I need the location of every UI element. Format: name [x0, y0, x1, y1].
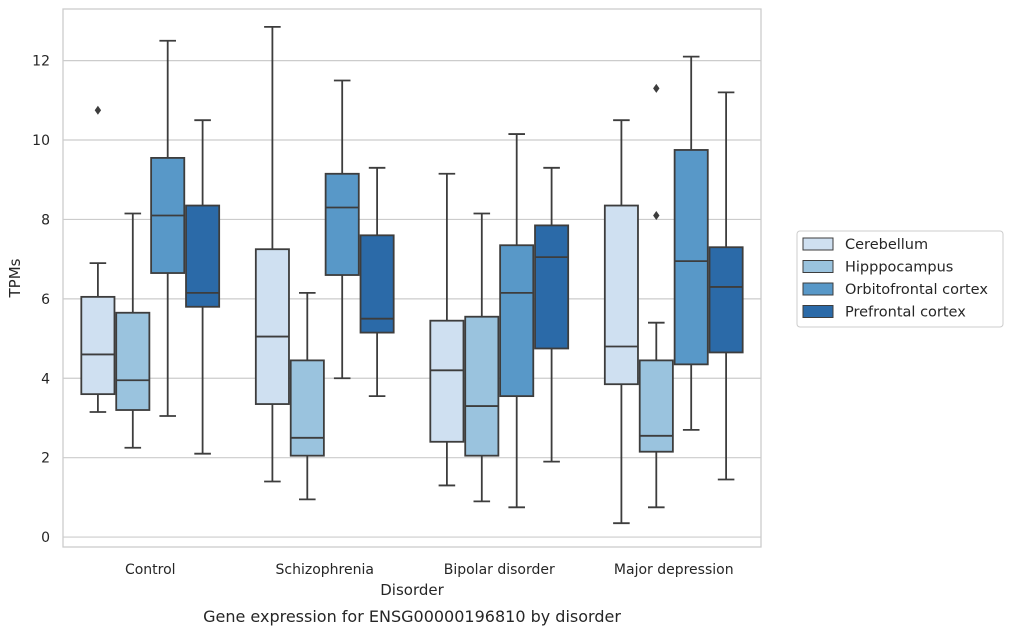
legend-swatch	[802, 237, 834, 251]
legend-label: Prefrontal cortex	[845, 305, 966, 321]
box-orbitofrontal-cortex	[324, 79, 360, 380]
y-tick-labels: 0 2 4 6 8 10 12	[32, 54, 50, 546]
box-orbitofrontal-cortex	[499, 133, 535, 509]
box-hipppocampus	[289, 291, 325, 501]
iqr-box	[254, 248, 290, 405]
box-cerebellum	[80, 105, 116, 413]
iqr-box	[673, 149, 709, 366]
y-tick-label: 0	[41, 530, 50, 546]
box-cerebellum	[429, 172, 465, 487]
box-cerebellum	[254, 25, 290, 483]
iqr-box	[185, 204, 221, 308]
iqr-box	[324, 172, 360, 276]
iqr-box	[638, 359, 674, 453]
box-prefrontal-cortex	[359, 166, 395, 398]
box-layer	[80, 25, 744, 525]
legend-frame	[796, 230, 1004, 328]
iqr-box	[708, 246, 744, 354]
x-tick-label: Bipolar disorder	[444, 562, 555, 578]
x-tick-label: Schizophrenia	[276, 562, 374, 578]
iqr-box	[603, 204, 639, 386]
iqr-box	[534, 224, 570, 350]
x-tick-label: Control	[125, 562, 176, 578]
outlier-point	[653, 83, 660, 93]
chart-caption: Gene expression for ENSG00000196810 by d…	[203, 607, 621, 626]
legend-swatch	[802, 282, 834, 296]
y-tick-label: 10	[32, 133, 50, 149]
y-tick-label: 4	[41, 371, 50, 387]
box-orbitofrontal-cortex	[150, 39, 186, 417]
box-hipppocampus	[464, 212, 500, 503]
y-tick-label: 6	[41, 292, 50, 308]
box-prefrontal-cortex	[185, 119, 221, 455]
legend-swatch	[802, 260, 834, 273]
outlier-point	[94, 105, 102, 115]
iqr-box	[499, 244, 535, 398]
y-tick-label: 12	[32, 54, 50, 70]
iqr-box	[359, 234, 395, 334]
iqr-box	[80, 295, 116, 396]
iqr-box	[429, 319, 465, 443]
box-hipppocampus	[638, 83, 674, 509]
legend-label: Hipppocampus	[845, 260, 953, 276]
iqr-box	[115, 311, 151, 411]
box-hipppocampus	[115, 212, 151, 449]
y-tick-label: 8	[41, 212, 50, 228]
box-orbitofrontal-cortex	[673, 55, 709, 431]
legend-label: Orbitofrontal cortex	[845, 282, 988, 298]
x-tick-labels: Control Schizophrenia Bipolar disorder Majo…	[125, 562, 734, 578]
box-prefrontal-cortex	[708, 91, 744, 481]
x-tick-label: Major depression	[614, 562, 734, 578]
iqr-box	[289, 359, 325, 457]
iqr-box	[464, 315, 500, 457]
x-axis-title: Disorder	[380, 581, 444, 599]
outlier-point	[653, 210, 660, 220]
plot-area-frame	[62, 8, 762, 548]
box-cerebellum	[603, 119, 639, 525]
y-tick-label: 2	[41, 451, 50, 467]
legend-label: Cerebellum	[845, 237, 928, 253]
y-axis-title: TPMs	[6, 258, 24, 298]
legend: Cerebellum Hipppocampus Orbitofrontal cort…	[796, 230, 1004, 328]
legend-swatch	[802, 305, 834, 318]
box-prefrontal-cortex	[534, 166, 570, 463]
